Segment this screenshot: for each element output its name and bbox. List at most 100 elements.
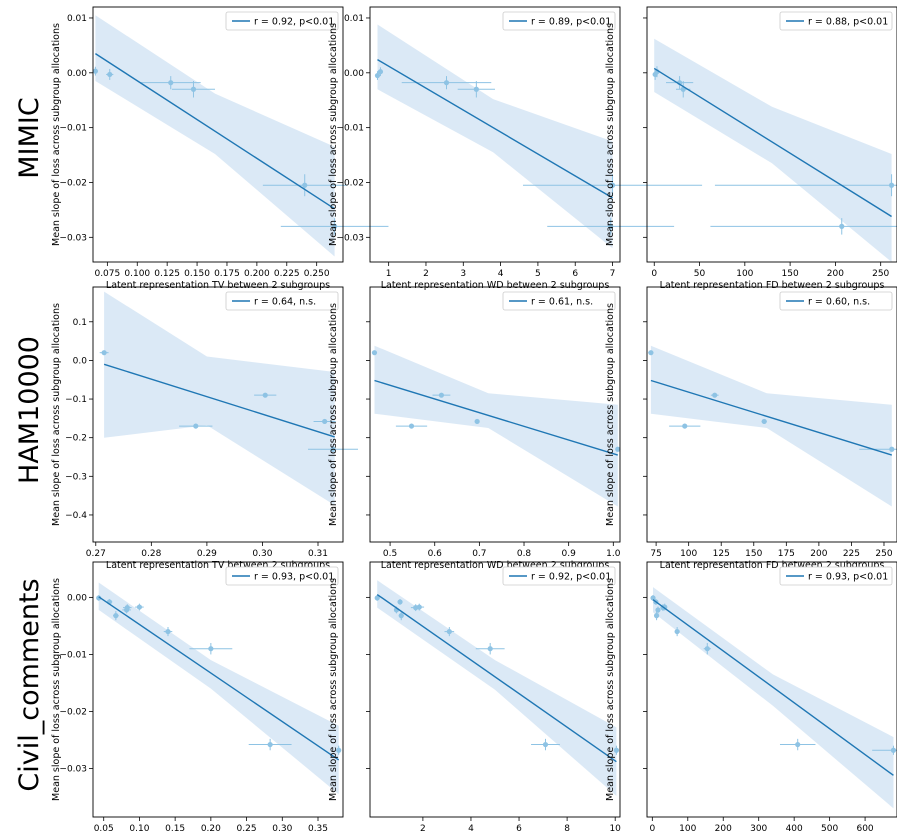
- x-tick-label: 7: [610, 269, 616, 279]
- data-point: [332, 223, 338, 229]
- x-tick-label: 4: [468, 824, 474, 833]
- data-point: [416, 604, 422, 610]
- x-tick-label: 250: [872, 269, 889, 279]
- data-point: [761, 418, 767, 425]
- y-tick-label: 0.1: [73, 318, 87, 328]
- y-tick-label: 0.0: [73, 356, 88, 366]
- legend-label: r = 0.61, n.s.: [531, 297, 593, 308]
- x-axis-label: Latent representation TV between 2 subgr…: [106, 560, 330, 571]
- data-point: [682, 423, 688, 429]
- regression-line: [377, 59, 613, 199]
- data-point: [408, 423, 415, 429]
- x-tick-label: 100: [680, 549, 697, 559]
- row-labels: MIMIC HAM10000 Civil_comments: [14, 97, 45, 791]
- legend-label: r = 0.60, n.s.: [808, 297, 870, 308]
- panel-civil-tv: 0.05 0.10 0.15 0.20 0.25 0.30 0.35 0.00 −0.01 −0.…: [51, 561, 344, 833]
- axes-frame: [369, 286, 621, 543]
- data-point: [890, 747, 897, 753]
- x-tick-label: 3: [460, 269, 466, 279]
- y-tick-label: −0.2: [65, 434, 87, 444]
- x-tick-label: 0.225: [274, 269, 300, 279]
- data-point: [322, 418, 328, 425]
- x-tick-label: 600: [856, 824, 873, 833]
- regression-line: [376, 593, 617, 763]
- legend-label: r = 0.64, n.s.: [254, 297, 316, 308]
- y-axis-label: Mean slope of loss across subgroup alloc…: [328, 578, 339, 801]
- legend-label: r = 0.92, p<0.01: [531, 572, 611, 583]
- data-point: [190, 86, 197, 92]
- x-tick-label: 225: [843, 549, 860, 559]
- x-tick-label: 6: [572, 269, 578, 279]
- axes-frame: [369, 6, 621, 263]
- x-tick-label: 5: [535, 269, 541, 279]
- x-tick-label: 0.5: [383, 549, 397, 559]
- x-tick-label: 250: [875, 549, 892, 559]
- panels: 0.075 0.100 0.125 0.150 0.175 0.200 0.225 0.250…: [51, 6, 897, 833]
- data-point: [615, 446, 621, 452]
- x-tick-label: 2: [420, 824, 426, 833]
- data-point: [374, 595, 380, 601]
- y-tick-label: −0.02: [59, 707, 87, 717]
- x-tick-label: 2: [423, 269, 429, 279]
- x-tick-label: 0.15: [165, 824, 185, 833]
- x-tick-label: 75: [650, 549, 661, 559]
- data-point: [398, 613, 404, 619]
- x-tick-label: 175: [778, 549, 795, 559]
- y-tick-label: 0.01: [67, 14, 87, 24]
- x-tick-label: 0.150: [184, 269, 210, 279]
- y-axis-label: Mean slope of loss across subgroup alloc…: [328, 303, 339, 526]
- x-axis-label: Latent representation TV between 2 subgr…: [106, 280, 330, 291]
- y-axis-label: Mean slope of loss across subgroup alloc…: [51, 23, 62, 246]
- x-tick-label: 0.7: [472, 549, 486, 559]
- data-point: [609, 182, 616, 188]
- regression-line: [95, 53, 336, 210]
- regression-line: [103, 363, 335, 438]
- x-tick-label: 0.125: [154, 269, 180, 279]
- row-label-ham10000: HAM10000: [14, 336, 45, 484]
- x-tick-label: 1: [386, 269, 392, 279]
- data-point: [165, 628, 171, 635]
- x-tick-label: 125: [713, 549, 730, 559]
- y-tick-label: −0.03: [59, 765, 87, 775]
- x-tick-label: 0.8: [517, 549, 532, 559]
- x-tick-label: 0.200: [244, 269, 270, 279]
- x-tick-label: 0.30: [252, 549, 272, 559]
- data-point: [650, 595, 656, 601]
- legend-label: r = 0.93, p<0.01: [254, 572, 334, 583]
- data-point: [92, 68, 98, 74]
- x-tick-label: 0.31: [308, 549, 328, 559]
- y-axis-label: Mean slope of loss across subgroup alloc…: [51, 303, 62, 526]
- data-point: [888, 182, 895, 188]
- x-axis-label: Latent representation FD between 2 subgr…: [660, 560, 885, 571]
- x-tick-label: 0: [651, 269, 657, 279]
- data-point: [168, 80, 174, 86]
- confidence-band: [650, 345, 892, 507]
- x-axis-label: Latent representation WD between 2 subgr…: [381, 560, 610, 571]
- x-tick-label: 10: [609, 824, 621, 833]
- data-point: [542, 741, 549, 748]
- x-tick-label: 4: [498, 269, 504, 279]
- data-point: [113, 613, 119, 619]
- x-tick-label: 150: [745, 549, 762, 559]
- x-tick-label: 0.175: [214, 269, 240, 279]
- regression-line: [374, 379, 618, 456]
- x-tick-label: 200: [715, 824, 732, 833]
- legend-label: r = 0.89, p<0.01: [531, 17, 611, 28]
- y-tick-label: −0.02: [336, 178, 364, 188]
- y-tick-label: −0.01: [59, 650, 87, 660]
- data-point: [193, 423, 199, 429]
- x-tick-label: 0.250: [304, 269, 330, 279]
- data-point: [397, 599, 403, 605]
- data-point: [608, 223, 614, 229]
- x-tick-label: 0.05: [94, 824, 114, 833]
- data-point: [446, 628, 452, 635]
- data-point: [889, 446, 895, 452]
- panel-civil-fd: 0 100 200 300 400 500 600 Latent representation…: [605, 561, 897, 833]
- data-point: [107, 71, 113, 78]
- data-point: [653, 613, 660, 619]
- y-tick-label: −0.01: [336, 124, 364, 134]
- regression-line: [650, 379, 892, 456]
- x-tick-label: 500: [821, 824, 838, 833]
